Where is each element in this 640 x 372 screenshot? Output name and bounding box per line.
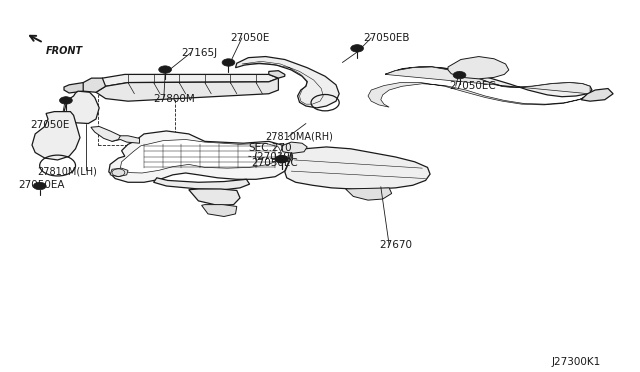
Circle shape bbox=[453, 71, 466, 79]
Polygon shape bbox=[120, 140, 282, 173]
Polygon shape bbox=[346, 188, 392, 200]
Polygon shape bbox=[282, 142, 307, 153]
Polygon shape bbox=[581, 89, 613, 101]
Circle shape bbox=[222, 59, 235, 66]
Polygon shape bbox=[269, 71, 285, 78]
Bar bbox=[98, 95, 175, 145]
Polygon shape bbox=[285, 147, 430, 189]
Circle shape bbox=[159, 66, 172, 73]
Text: 27050E: 27050E bbox=[230, 33, 270, 43]
Text: SEC.270: SEC.270 bbox=[248, 143, 292, 153]
Polygon shape bbox=[77, 78, 106, 92]
Text: 27165J: 27165J bbox=[181, 48, 217, 58]
Polygon shape bbox=[110, 136, 140, 143]
Text: 27810MA(RH): 27810MA(RH) bbox=[266, 132, 333, 142]
Text: J27300K1: J27300K1 bbox=[552, 357, 601, 366]
Text: 27050E: 27050E bbox=[31, 120, 70, 129]
Polygon shape bbox=[154, 178, 250, 190]
Polygon shape bbox=[91, 126, 120, 141]
Polygon shape bbox=[189, 189, 240, 205]
Polygon shape bbox=[385, 67, 592, 97]
Text: (27019): (27019) bbox=[253, 152, 294, 162]
Polygon shape bbox=[236, 57, 339, 108]
Polygon shape bbox=[109, 131, 291, 182]
Polygon shape bbox=[368, 67, 590, 107]
Circle shape bbox=[33, 182, 46, 190]
Circle shape bbox=[275, 155, 288, 163]
Text: 27050EC: 27050EC bbox=[251, 158, 298, 168]
Circle shape bbox=[60, 97, 72, 104]
Text: 27050EA: 27050EA bbox=[18, 180, 65, 190]
Polygon shape bbox=[32, 112, 80, 160]
Text: 27050EC: 27050EC bbox=[449, 81, 496, 91]
Polygon shape bbox=[92, 78, 278, 101]
Text: 27800M: 27800M bbox=[154, 94, 195, 103]
Circle shape bbox=[275, 155, 288, 163]
Circle shape bbox=[351, 45, 364, 52]
Polygon shape bbox=[448, 57, 509, 79]
Polygon shape bbox=[202, 205, 237, 217]
Polygon shape bbox=[64, 83, 83, 93]
Text: 27670: 27670 bbox=[379, 240, 412, 250]
Polygon shape bbox=[110, 168, 128, 177]
Text: FRONT: FRONT bbox=[46, 46, 83, 56]
Polygon shape bbox=[92, 74, 278, 92]
Text: 27050EB: 27050EB bbox=[364, 33, 410, 43]
Polygon shape bbox=[64, 91, 99, 124]
Text: 27810M(LH): 27810M(LH) bbox=[37, 166, 97, 176]
